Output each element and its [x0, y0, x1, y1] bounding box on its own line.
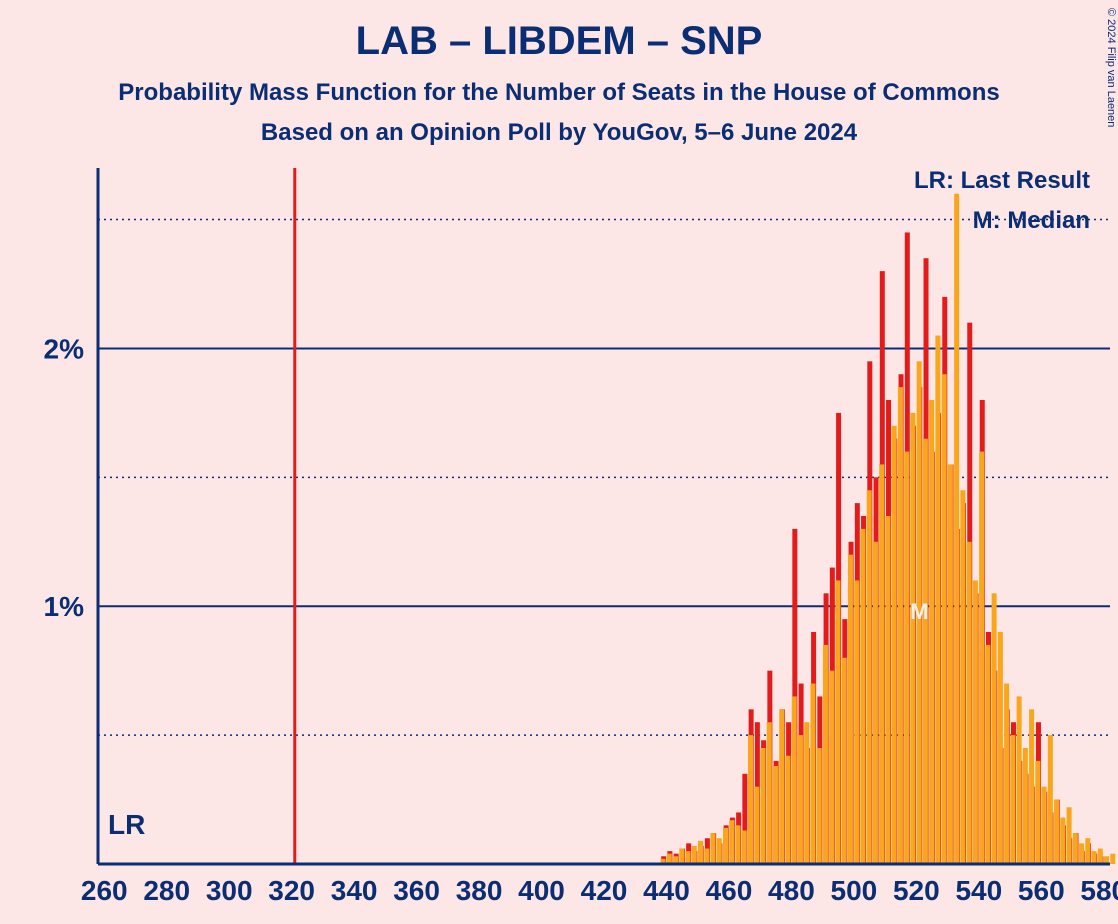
copyright: © 2024 Filip van Laenen	[1105, 8, 1117, 127]
bar-libdem	[1029, 709, 1034, 864]
bar-libdem	[754, 787, 759, 864]
xtick-label: 480	[768, 875, 815, 906]
last-result-label: LR	[108, 809, 145, 840]
bar-libdem	[892, 426, 897, 864]
bar-libdem	[810, 684, 815, 864]
bar-libdem	[910, 413, 915, 864]
xtick-label: 580	[1080, 875, 1118, 906]
bar-libdem	[773, 766, 778, 864]
bar-libdem	[885, 516, 890, 864]
ytick-label: 2%	[44, 333, 85, 364]
bar-libdem	[1085, 838, 1090, 864]
xtick-label: 420	[581, 875, 628, 906]
bar-libdem	[717, 838, 722, 864]
bar-libdem	[985, 645, 990, 864]
xtick-label: 560	[1018, 875, 1065, 906]
legend-last-result: LR: Last Result	[914, 167, 1090, 194]
bar-libdem	[979, 452, 984, 864]
bar-libdem	[723, 828, 728, 864]
bar-libdem	[711, 833, 716, 864]
xtick-label: 260	[81, 875, 128, 906]
bar-libdem	[1054, 800, 1059, 864]
chart-subtitle-1: Probability Mass Function for the Number…	[118, 79, 999, 106]
bar-libdem	[679, 849, 684, 864]
bar-libdem	[798, 735, 803, 864]
median-marker: M	[910, 599, 928, 624]
bar-libdem	[967, 542, 972, 864]
bar-libdem	[842, 658, 847, 864]
xtick-label: 320	[268, 875, 315, 906]
bar-libdem	[929, 400, 934, 864]
xtick-label: 340	[331, 875, 378, 906]
bar-libdem	[804, 722, 809, 864]
bar-libdem	[829, 671, 834, 864]
xtick-label: 280	[143, 875, 190, 906]
bar-libdem	[1042, 787, 1047, 864]
bar-libdem	[935, 336, 940, 864]
xtick-label: 300	[206, 875, 253, 906]
bar-libdem	[667, 854, 672, 864]
bar-libdem	[742, 830, 747, 864]
bar-libdem	[1073, 833, 1078, 864]
bar-libdem	[948, 464, 953, 864]
bar-libdem	[954, 194, 959, 864]
bar-libdem	[686, 851, 691, 864]
bar-libdem	[698, 841, 703, 864]
bar-libdem	[817, 748, 822, 864]
bar-libdem	[904, 452, 909, 864]
bar-libdem	[973, 580, 978, 864]
bar-libdem	[1079, 843, 1084, 864]
bar-libdem	[760, 748, 765, 864]
xtick-label: 400	[518, 875, 565, 906]
bar-libdem	[1092, 851, 1097, 864]
bar-libdem	[942, 374, 947, 864]
bar-libdem	[867, 490, 872, 864]
bar-libdem	[748, 735, 753, 864]
chart-subtitle-2: Based on an Opinion Poll by YouGov, 5–6 …	[261, 119, 858, 146]
chart-title: LAB – LIBDEM – SNP	[356, 19, 763, 63]
bar-libdem	[692, 846, 697, 864]
ytick-label: 1%	[44, 591, 85, 622]
bar-libdem	[823, 645, 828, 864]
bar-libdem	[960, 490, 965, 864]
xtick-label: 440	[643, 875, 690, 906]
bar-libdem	[767, 722, 772, 864]
xtick-label: 500	[831, 875, 878, 906]
bar-libdem	[879, 464, 884, 864]
bar-libdem	[992, 593, 997, 864]
bar-libdem	[1023, 748, 1028, 864]
xtick-label: 380	[456, 875, 503, 906]
bar-libdem	[854, 580, 859, 864]
bar-libdem	[835, 580, 840, 864]
bar-libdem	[1017, 696, 1022, 864]
legend-median: M: Median	[973, 207, 1090, 234]
xtick-label: 460	[706, 875, 753, 906]
bar-libdem	[1035, 761, 1040, 864]
bar-libdem	[898, 387, 903, 864]
bar-libdem	[735, 825, 740, 864]
bar-libdem	[1067, 807, 1072, 864]
bar-libdem	[873, 542, 878, 864]
bar-libdem	[923, 439, 928, 864]
xtick-label: 360	[393, 875, 440, 906]
bar-libdem	[848, 555, 853, 864]
bar-libdem	[1048, 735, 1053, 864]
bar-libdem	[779, 709, 784, 864]
bar-libdem	[729, 820, 734, 864]
bar-libdem	[860, 529, 865, 864]
bar-libdem	[1110, 854, 1115, 864]
xtick-label: 540	[955, 875, 1002, 906]
bar-libdem	[1098, 849, 1103, 864]
bar-libdem	[1060, 818, 1065, 864]
bar-libdem	[1010, 735, 1015, 864]
bar-libdem	[704, 849, 709, 864]
xtick-label: 520	[893, 875, 940, 906]
bar-libdem	[785, 756, 790, 864]
bar-libdem	[998, 632, 1003, 864]
chart: 1% 2% LR M 260 280 300 320 340 360 380 400 420 440 460…	[0, 0, 1118, 924]
bar-libdem	[792, 696, 797, 864]
bar-libdem	[1004, 684, 1009, 864]
